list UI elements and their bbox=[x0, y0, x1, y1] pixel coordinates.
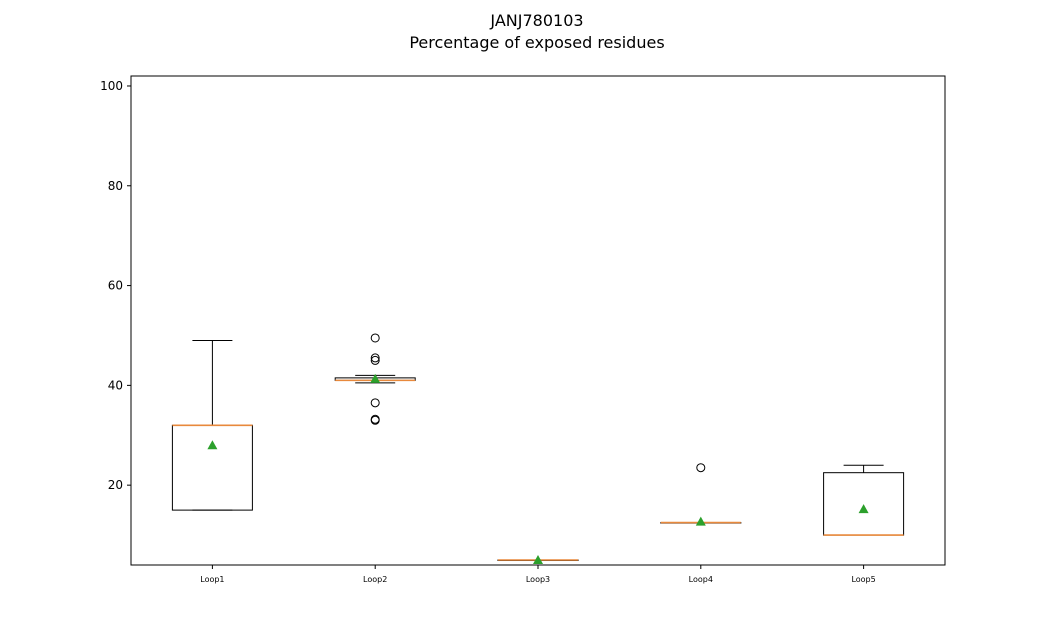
box-plot-loop3 bbox=[497, 555, 579, 565]
outlier-point bbox=[370, 353, 380, 363]
chart-title-line1: JANJ780103 bbox=[489, 11, 583, 30]
y-tick-label: 100 bbox=[100, 79, 123, 93]
box-iqr bbox=[823, 472, 905, 536]
x-tick-label: Loop4 bbox=[689, 575, 713, 584]
box-plot-loop1 bbox=[171, 339, 253, 511]
x-tick-label: Loop2 bbox=[363, 575, 387, 584]
box-plot-loop5 bbox=[823, 464, 905, 536]
box-iqr bbox=[171, 424, 253, 511]
outlier-point bbox=[696, 463, 706, 473]
plot-area-frame bbox=[130, 75, 946, 566]
mean-marker bbox=[370, 373, 381, 383]
mean-marker bbox=[695, 516, 706, 526]
mean-marker bbox=[858, 504, 869, 514]
box-plot-loop2 bbox=[334, 333, 416, 425]
y-axis: 20 40 60 80 100 bbox=[100, 79, 131, 492]
outlier-point bbox=[370, 414, 380, 424]
y-tick-label: 40 bbox=[108, 378, 123, 392]
x-axis: Loop1 Loop2 Loop3 Loop4 Loop5 bbox=[200, 565, 876, 584]
x-tick-label: Loop1 bbox=[200, 575, 224, 584]
mean-marker bbox=[207, 440, 218, 450]
y-tick-label: 20 bbox=[108, 478, 123, 492]
outlier-point bbox=[370, 355, 380, 365]
box-plots bbox=[171, 333, 905, 565]
x-tick-label: Loop5 bbox=[851, 575, 875, 584]
mean-marker bbox=[533, 555, 543, 565]
y-tick-label: 80 bbox=[108, 179, 123, 193]
x-tick-label: Loop3 bbox=[526, 575, 550, 584]
box-plot-loop4 bbox=[660, 463, 742, 526]
outlier-point bbox=[370, 333, 380, 343]
outlier-point bbox=[370, 398, 380, 408]
y-tick-label: 60 bbox=[108, 279, 123, 293]
chart-title-line2: Percentage of exposed residues bbox=[409, 33, 664, 52]
